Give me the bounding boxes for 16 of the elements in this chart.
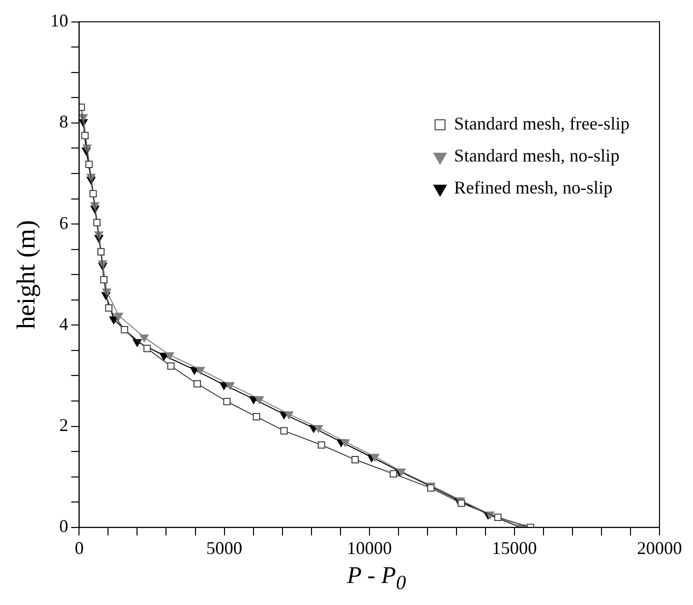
y-axis-title: height (m) [11, 220, 40, 330]
x-tick-label: 20000 [637, 538, 682, 558]
y-tick-label: 6 [59, 212, 68, 233]
x-tick-label: 15000 [492, 538, 537, 558]
x-tick-label: 0 [74, 538, 84, 558]
x-tick-label: 10000 [346, 538, 392, 558]
legend-label: Standard mesh, no-slip [454, 146, 620, 166]
y-tick-label: 8 [59, 112, 68, 132]
legend-label: Refined mesh, no-slip [454, 178, 613, 198]
y-tick-label: 2 [59, 415, 68, 436]
legend-label: Standard mesh, free-slip [454, 114, 630, 134]
x-axis-title: P - P$_{0}$ [346, 563, 407, 595]
y-tick-label: 4 [59, 314, 68, 334]
y-tick-label: 10 [50, 10, 68, 31]
y-tick-label: 0 [59, 516, 68, 536]
x-tick-label: 5000 [206, 538, 242, 558]
